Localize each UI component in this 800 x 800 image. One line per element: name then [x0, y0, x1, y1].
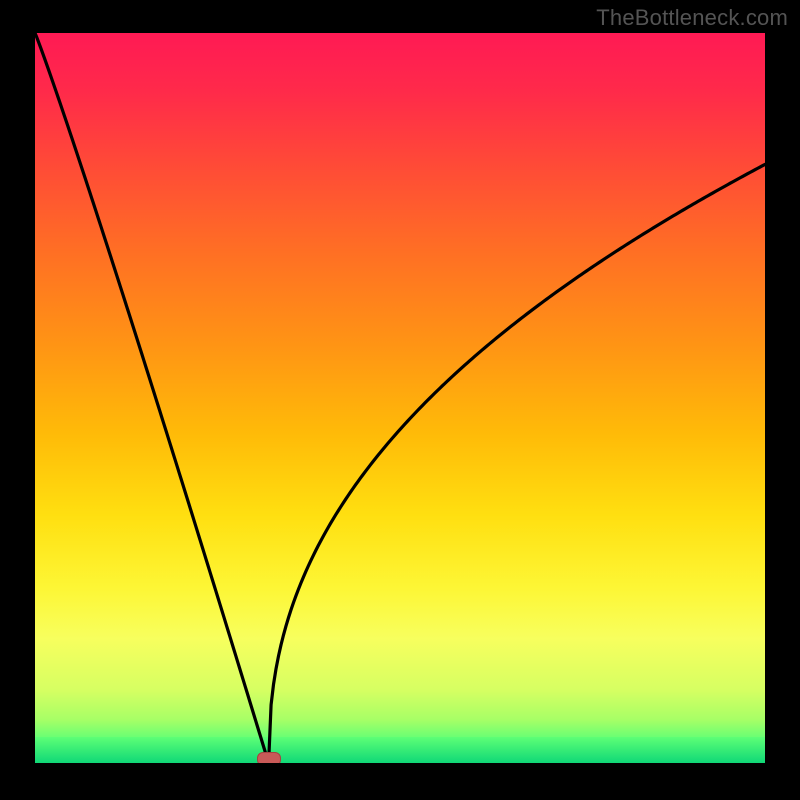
- optimal-point-marker: [257, 752, 281, 763]
- watermark-label: TheBottleneck.com: [596, 5, 788, 31]
- stage: { "canvas": { "w": 800, "h": 800, "backg…: [0, 0, 800, 800]
- plot-area: [35, 33, 765, 763]
- bottleneck-curve: [35, 33, 765, 763]
